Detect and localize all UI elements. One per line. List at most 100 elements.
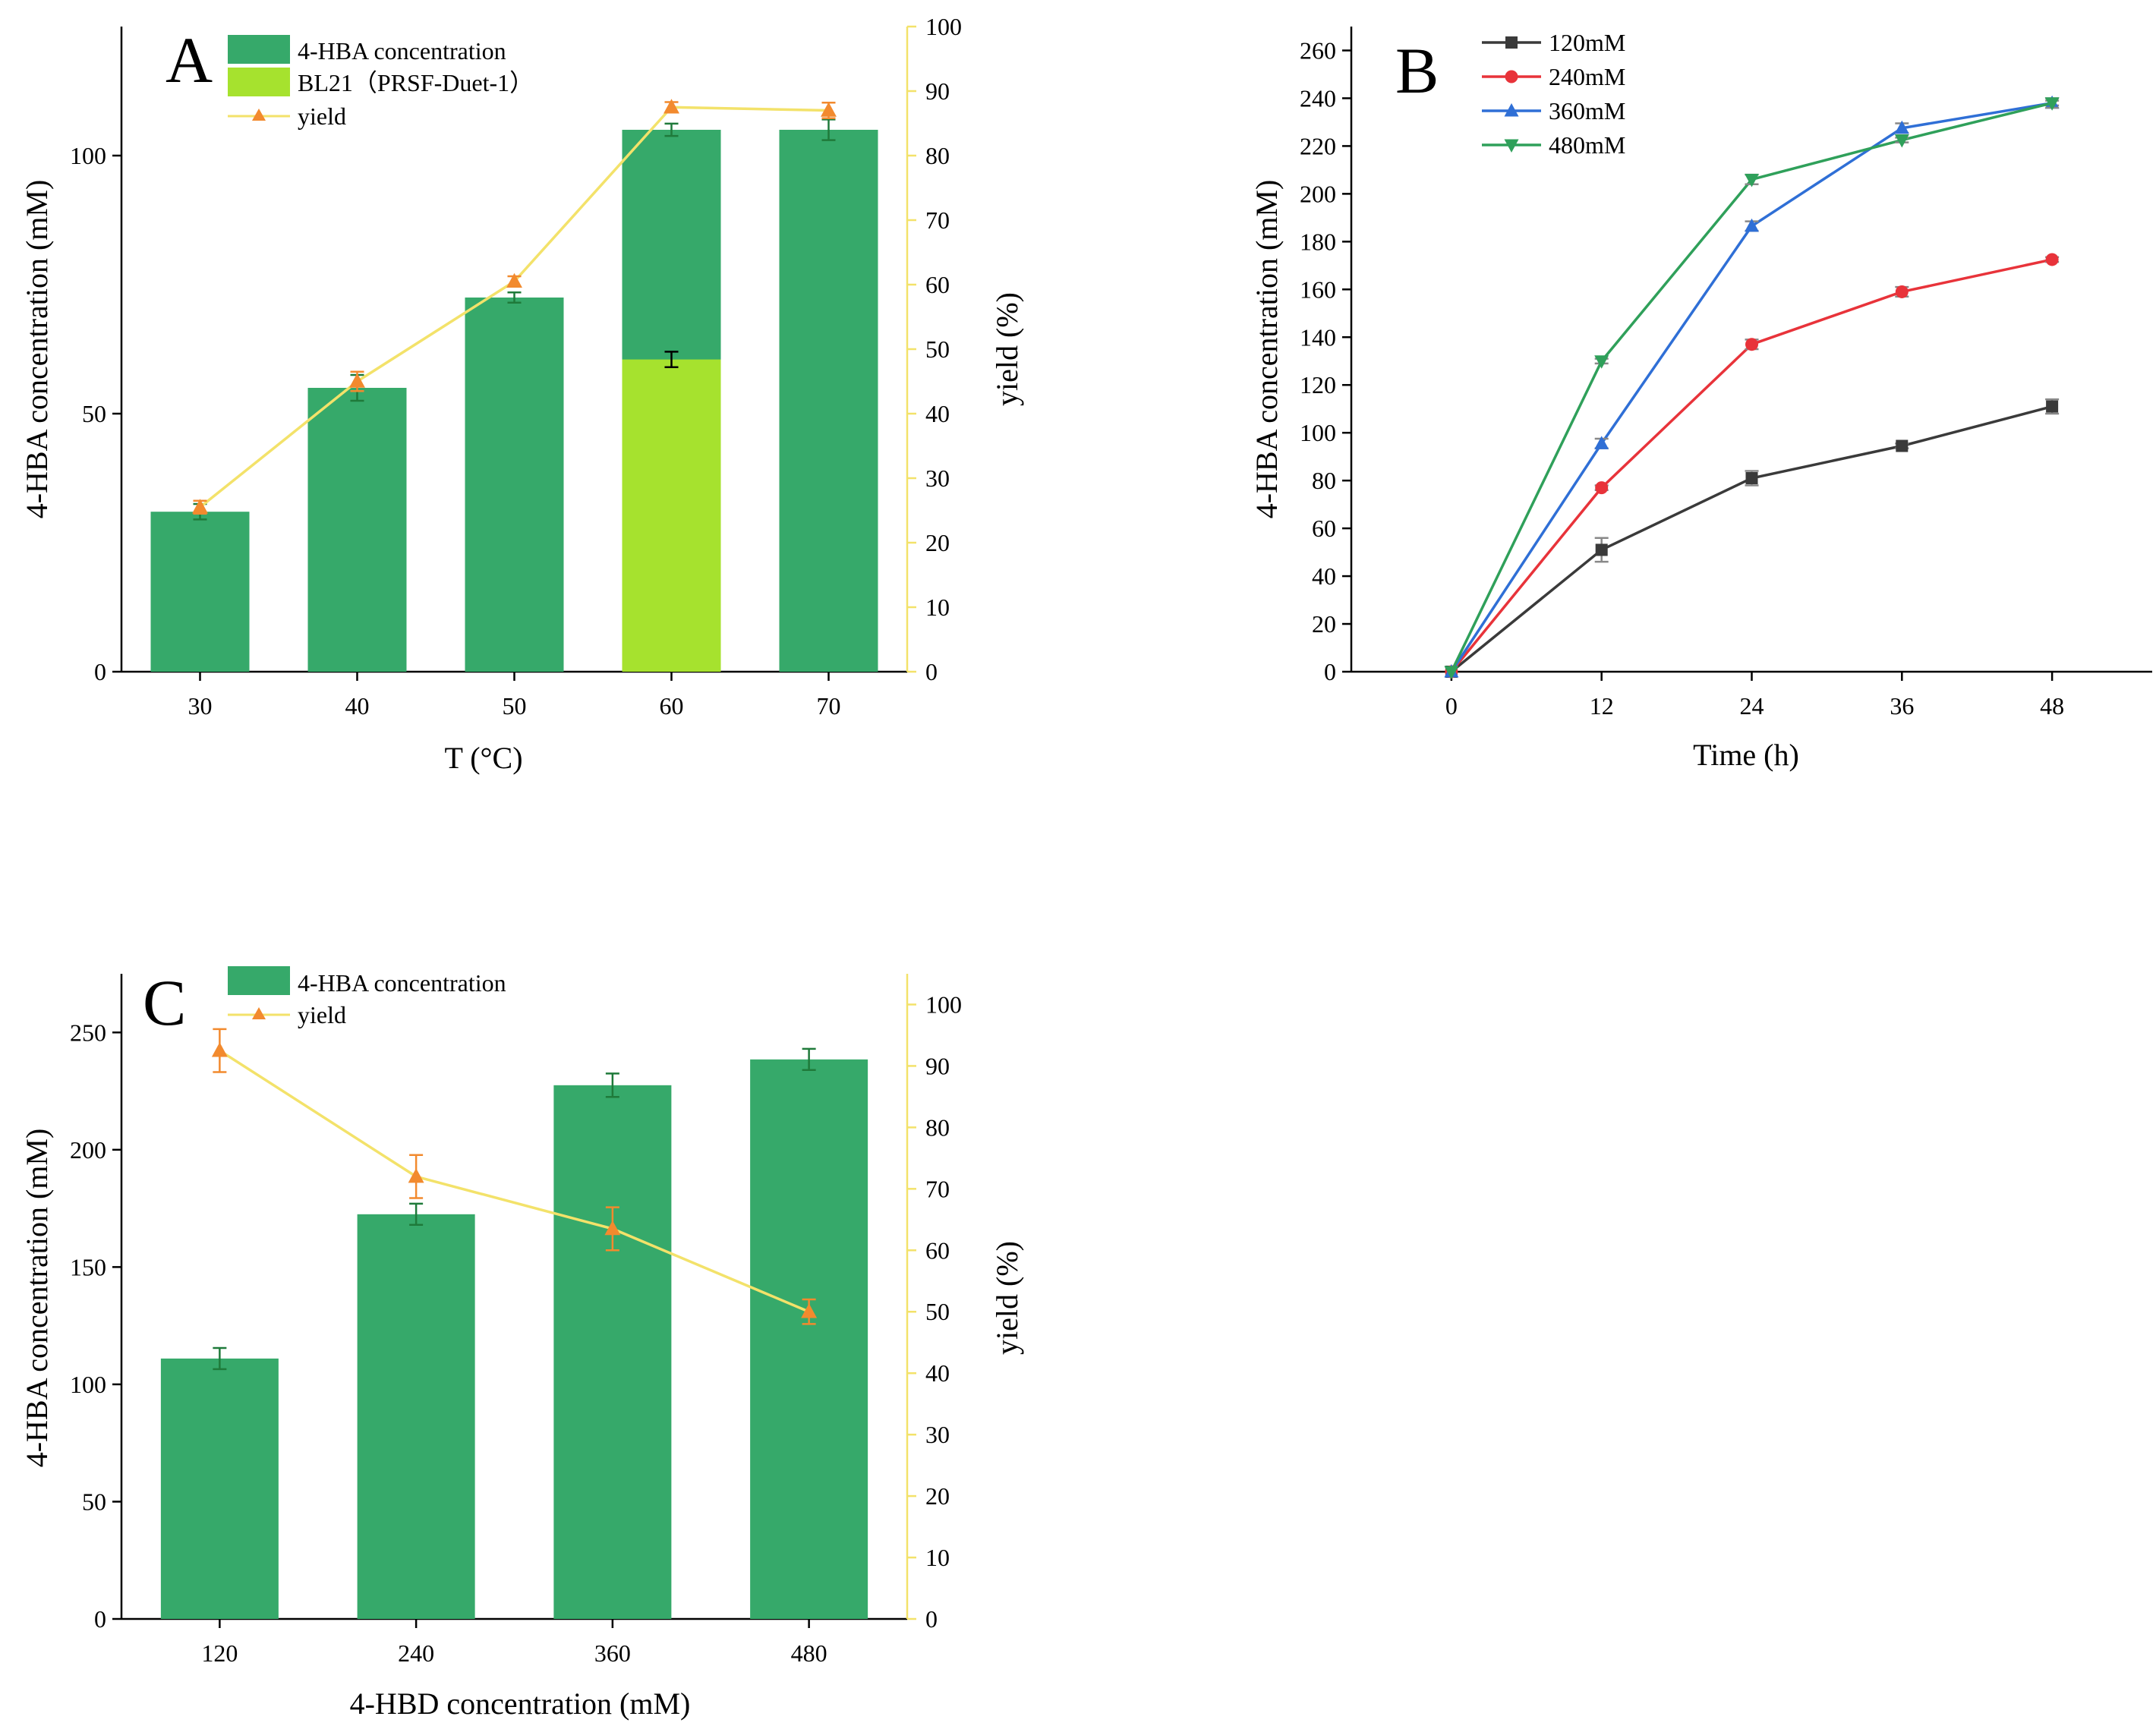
y-tick-label: 200 bbox=[70, 1136, 106, 1164]
y2-tick-label: 0 bbox=[925, 1605, 938, 1633]
x-tick-label: 48 bbox=[2040, 692, 2064, 720]
y-tick-label: 100 bbox=[70, 142, 106, 169]
panel-c-yield-line bbox=[211, 1028, 818, 1325]
panel-a-ticks: 0 50 100 0 10 20 30 40 50 60 70 80 90 100 30 40 50 60 70 bbox=[70, 13, 962, 720]
series-line-120mM bbox=[1450, 405, 2053, 673]
x-tick-label: 480 bbox=[791, 1639, 827, 1667]
y2-tick-label: 80 bbox=[925, 1113, 950, 1141]
panel-c-letter: C bbox=[143, 966, 186, 1039]
y-tick-label: 0 bbox=[1324, 658, 1336, 685]
x-tick-label: 0 bbox=[1445, 692, 1458, 720]
bar bbox=[622, 359, 721, 672]
y2-tick-label: 40 bbox=[925, 1359, 950, 1387]
yield-line bbox=[219, 1049, 810, 1313]
bar bbox=[357, 1214, 475, 1619]
series-point-480mM bbox=[1444, 666, 1459, 679]
legend-label-yield-c: yield bbox=[298, 1001, 346, 1028]
panel-c-bars bbox=[160, 1047, 868, 1619]
y2-tick-label: 60 bbox=[925, 1236, 950, 1264]
y-tick-label: 120 bbox=[1300, 371, 1336, 398]
y2-tick-label: 70 bbox=[925, 1175, 950, 1202]
y2-tick-label: 20 bbox=[925, 1482, 950, 1510]
y2-tick-label: 20 bbox=[925, 529, 950, 556]
legend-swatch-yield-marker bbox=[252, 109, 266, 121]
y-tick-label: 40 bbox=[1312, 562, 1336, 590]
series-point-360mM bbox=[1745, 218, 1759, 232]
y2-tick-label: 10 bbox=[925, 1544, 950, 1571]
panel-c-x-label: 4-HBD concentration (mM) bbox=[350, 1686, 691, 1721]
yield-point bbox=[801, 1303, 818, 1318]
x-tick-label: 40 bbox=[345, 692, 370, 720]
yield-point bbox=[408, 1168, 424, 1183]
y-tick-label: 50 bbox=[82, 400, 106, 427]
y2-tick-label: 80 bbox=[925, 142, 950, 169]
series-point-120mM bbox=[1595, 543, 1608, 556]
legend-swatch-marker-240mM bbox=[1505, 70, 1518, 83]
panel-b-letter: B bbox=[1395, 34, 1439, 107]
y2-tick-label: 60 bbox=[925, 271, 950, 298]
legend-swatch-marker-360mM bbox=[1504, 103, 1519, 117]
y2-tick-label: 40 bbox=[925, 400, 950, 427]
y-tick-label: 100 bbox=[1300, 419, 1336, 446]
y2-tick-label: 90 bbox=[925, 1052, 950, 1079]
bar bbox=[553, 1085, 672, 1619]
y-tick-label: 0 bbox=[94, 658, 106, 685]
yield-point bbox=[604, 1220, 621, 1236]
legend-label-bl21: BL21（PRSF-Duet-1） bbox=[298, 69, 534, 96]
series-point-360mM bbox=[1894, 120, 1909, 134]
x-tick-label: 24 bbox=[1740, 692, 1764, 720]
panel-b-x-label: Time (h) bbox=[1693, 738, 1799, 772]
y2-tick-label: 100 bbox=[925, 990, 962, 1018]
legend-label-240mM: 240mM bbox=[1549, 63, 1625, 90]
yield-point bbox=[821, 102, 837, 117]
y-tick-label: 100 bbox=[70, 1371, 106, 1398]
y-tick-label: 50 bbox=[82, 1488, 106, 1515]
yield-point bbox=[349, 373, 365, 388]
yield-point bbox=[192, 499, 208, 514]
panel-b-legend: 120mM 240mM 360mM 480mM bbox=[1482, 29, 1625, 159]
y-tick-label: 240 bbox=[1300, 84, 1336, 112]
x-tick-label: 70 bbox=[817, 692, 841, 720]
y-tick-label: 60 bbox=[1312, 515, 1336, 542]
panel-a-legend: 4-HBA concentration BL21（PRSF-Duet-1） yi… bbox=[228, 35, 534, 130]
y-tick-label: 80 bbox=[1312, 467, 1336, 494]
x-tick-label: 360 bbox=[594, 1639, 631, 1667]
legend-label-480mM: 480mM bbox=[1549, 131, 1625, 159]
panel-a-letter: A bbox=[165, 24, 213, 96]
x-tick-label: 50 bbox=[503, 692, 527, 720]
x-tick-label: 60 bbox=[660, 692, 684, 720]
series-point-120mM bbox=[1745, 472, 1758, 484]
legend-swatch-concentration bbox=[228, 35, 290, 64]
panel-c-y2-label: yield (%) bbox=[990, 1241, 1024, 1355]
legend-label-yield: yield bbox=[298, 102, 346, 130]
y-tick-label: 260 bbox=[1300, 36, 1336, 64]
panel-a-x-label: T (°C) bbox=[444, 741, 522, 775]
panel-b-y-label: 4-HBA concentration (mM) bbox=[1250, 180, 1284, 519]
legend-swatch-concentration-c bbox=[228, 966, 290, 995]
x-tick-label: 120 bbox=[201, 1639, 238, 1667]
series-point-240mM bbox=[2045, 253, 2059, 266]
panel-a-yield-line bbox=[192, 99, 837, 515]
x-tick-label: 36 bbox=[1890, 692, 1914, 720]
y-tick-label: 200 bbox=[1300, 180, 1336, 207]
y-tick-label: 140 bbox=[1300, 323, 1336, 351]
series-point-480mM bbox=[1594, 355, 1609, 369]
panel-a-bars bbox=[150, 118, 878, 672]
panel-b-ticks: 0 20 40 60 80 100 120 140 160 180 200 220 240 260 0 12 2… bbox=[1300, 36, 2064, 720]
series-point-480mM bbox=[1894, 134, 1909, 148]
yield-point bbox=[211, 1042, 228, 1057]
panel-b-series bbox=[1444, 95, 2060, 679]
y-tick-label: 220 bbox=[1300, 132, 1336, 159]
legend-label-120mM: 120mM bbox=[1549, 29, 1625, 56]
y2-tick-label: 90 bbox=[925, 77, 950, 105]
y2-tick-label: 30 bbox=[925, 465, 950, 492]
series-point-480mM bbox=[1745, 173, 1759, 187]
panel-c-ticks: 0 50 100 150 200 250 0 10 20 30 40 50 60 70 80 90 100 120… bbox=[70, 990, 962, 1667]
legend-swatch-bl21 bbox=[228, 68, 290, 96]
x-tick-label: 240 bbox=[398, 1639, 434, 1667]
y-tick-label: 250 bbox=[70, 1019, 106, 1046]
bar bbox=[307, 388, 407, 672]
bar bbox=[779, 130, 878, 672]
y-tick-label: 150 bbox=[70, 1253, 106, 1280]
